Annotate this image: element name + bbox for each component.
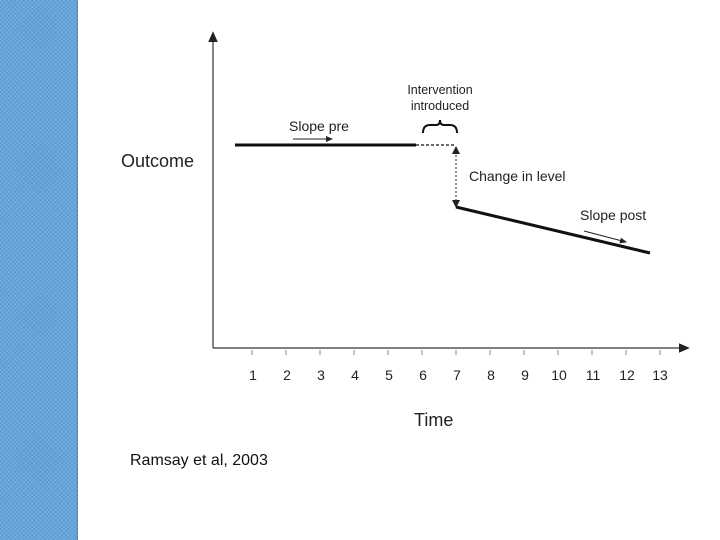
y-axis-label: Outcome [121,151,194,171]
x-tick-label: 1 [249,367,257,383]
x-tick-label: 12 [619,367,635,383]
change-in-level-arrowhead-bottom [452,200,460,208]
x-tick-label: 9 [521,367,529,383]
slope-post-label: Slope post [580,207,646,223]
side-bar-decoration [0,0,78,540]
x-tick-label: 10 [551,367,567,383]
post-intervention-segment [455,205,651,255]
x-axis-label: Time [414,410,453,430]
slope-post-arrow [583,230,627,244]
change-in-level-label: Change in level [469,168,566,184]
x-tick-label: 13 [652,367,668,383]
x-tick-label: 4 [351,367,359,383]
intervention-label-line1: Intervention [407,83,472,97]
intervention-brace [422,119,458,134]
slope-pre-label: Slope pre [289,118,349,134]
x-tick-label: 8 [487,367,495,383]
x-tick-label: 3 [317,367,325,383]
x-tick-label: 6 [419,367,427,383]
x-tick-label: 11 [586,367,601,383]
change-in-level-arrowhead-top [452,146,460,154]
x-tick-marks [251,350,661,355]
intervention-label-line2: introduced [411,99,469,113]
x-tick-label: 5 [385,367,393,383]
x-tick-labels: 1 2 3 4 5 6 7 8 9 10 11 12 13 [249,367,668,383]
x-tick-label: 2 [283,367,291,383]
citation: Ramsay et al, 2003 [130,452,268,469]
x-tick-label: 7 [453,367,461,383]
